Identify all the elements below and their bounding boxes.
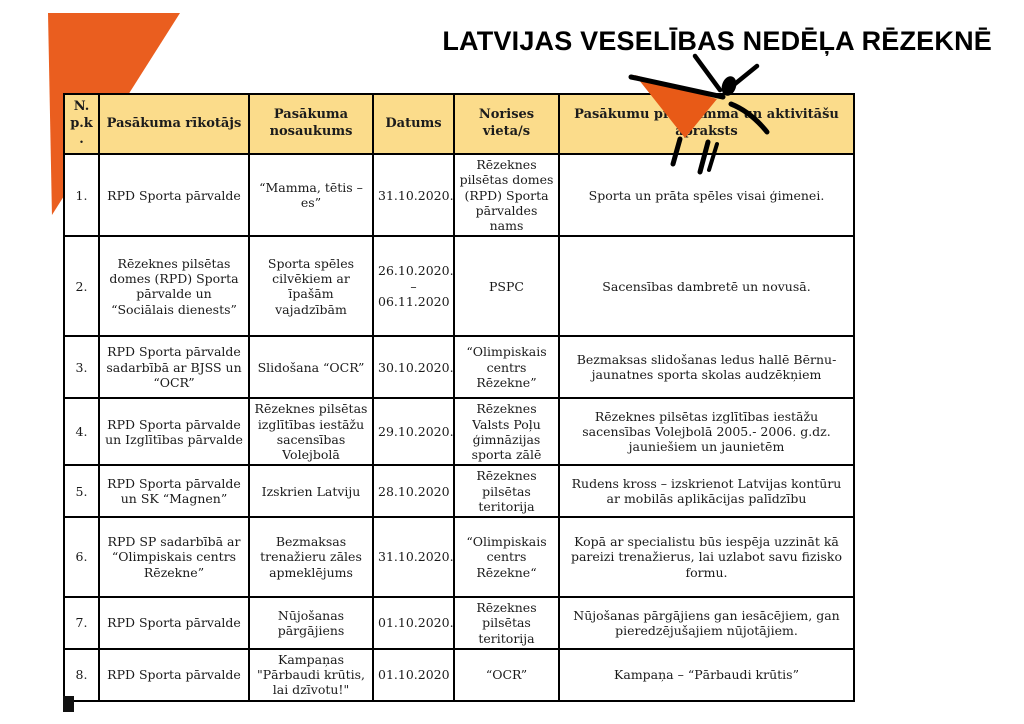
table-row: 4. RPD Sporta pārvalde un Izglītības pār…	[63, 397, 855, 467]
cell-organizer: Rēzeknes pilsētas domes (RPD) Sporta pār…	[98, 235, 250, 338]
table-row: 2. Rēzeknes pilsētas domes (RPD) Sporta …	[63, 235, 855, 338]
cell-description: Sporta un prāta spēles visai ģimenei.	[558, 152, 855, 238]
cell-nr: 5.	[63, 464, 100, 518]
column-header-venue: Norises vieta/s	[453, 93, 560, 155]
page-title: LATVIJAS VESELĪBAS NEDĒĻA RĒZEKNĒ	[442, 26, 992, 56]
table-row: 6. RPD SP sadarbībā ar “Olimpiskais cent…	[63, 516, 855, 598]
cell-description: Kampaņa – “Pārbaudi krūtis”	[558, 647, 855, 702]
cell-date: 01.10.2020.	[372, 596, 455, 650]
cell-name: “Mamma, tētis – es”	[248, 152, 374, 238]
cell-name: Sporta spēles cilvēkiem ar īpašām vajadz…	[248, 235, 374, 338]
cell-date: 31.10.2020.	[372, 152, 455, 238]
cell-venue: “Olimpiskais centrs Rēzekne”	[453, 335, 560, 400]
black-bar-decoration	[63, 696, 74, 712]
events-table: N. p.k . Pasākuma rīkotājs Pasākuma nosa…	[63, 93, 855, 702]
cell-date: 31.10.2020.	[372, 516, 455, 598]
cell-name: Kampaņas "Pārbaudi krūtis, lai dzīvotu!"	[248, 647, 374, 702]
cell-nr: 1.	[63, 152, 100, 238]
cell-description: Bezmaksas slidošanas ledus hallē Bērnu-j…	[558, 335, 855, 400]
cell-name: Slidošana “OCR”	[248, 335, 374, 400]
cell-name: Nūjošanas pārgājiens	[248, 596, 374, 650]
column-header-date: Datums	[372, 93, 455, 155]
cell-nr: 4.	[63, 397, 100, 467]
cell-venue: Rēzeknes Valsts Poļu ģimnāzijas sporta z…	[453, 397, 560, 467]
table-row: 3. RPD Sporta pārvalde sadarbībā ar BJSS…	[63, 335, 855, 400]
cell-nr: 8.	[63, 647, 100, 702]
cell-organizer: RPD Sporta pārvalde	[98, 152, 250, 238]
cell-description: Kopā ar specialistu būs iespēja uzzināt …	[558, 516, 855, 598]
cell-nr: 2.	[63, 235, 100, 338]
cell-description: Rēzeknes pilsētas izglītības iestāžu sac…	[558, 397, 855, 467]
cell-venue: Rēzeknes pilsētas teritorija	[453, 464, 560, 518]
column-header-npk: N. p.k .	[63, 93, 100, 155]
cell-date: 01.10.2020	[372, 647, 455, 702]
column-header-name: Pasākuma nosaukums	[248, 93, 374, 155]
cell-organizer: RPD Sporta pārvalde sadarbībā ar BJSS un…	[98, 335, 250, 400]
cell-organizer: RPD Sporta pārvalde	[98, 647, 250, 702]
cell-description: Rudens kross – izskrienot Latvijas kontū…	[558, 464, 855, 518]
cell-organizer: RPD Sporta pārvalde un Izglītības pārval…	[98, 397, 250, 467]
cell-name: Izskrien Latviju	[248, 464, 374, 518]
runner-figure-icon	[628, 53, 770, 175]
cell-date: 29.10.2020.	[372, 397, 455, 467]
table-row: 7. RPD Sporta pārvalde Nūjošanas pārgāji…	[63, 596, 855, 650]
table-row: 8. RPD Sporta pārvalde Kampaņas "Pārbaud…	[63, 647, 855, 702]
cell-organizer: RPD SP sadarbībā ar “Olimpiskais centrs …	[98, 516, 250, 598]
cell-nr: 3.	[63, 335, 100, 400]
column-header-organizer: Pasākuma rīkotājs	[98, 93, 250, 155]
cell-venue: Rēzeknes pilsētas teritorija	[453, 596, 560, 650]
cell-venue: “OCR”	[453, 647, 560, 702]
cell-venue: “Olimpiskais centrs Rēzekne“	[453, 516, 560, 598]
table-row: 1. RPD Sporta pārvalde “Mamma, tētis – e…	[63, 152, 855, 238]
cell-organizer: RPD Sporta pārvalde	[98, 596, 250, 650]
cell-nr: 7.	[63, 596, 100, 650]
cell-date: 26.10.2020. – 06.11.2020	[372, 235, 455, 338]
cell-nr: 6.	[63, 516, 100, 598]
cell-date: 30.10.2020.	[372, 335, 455, 400]
cell-description: Nūjošanas pārgājiens gan iesācējiem, gan…	[558, 596, 855, 650]
cell-name: Bezmaksas trenažieru zāles apmeklējums	[248, 516, 374, 598]
cell-date: 28.10.2020	[372, 464, 455, 518]
cell-description: Sacensības dambretē un novusā.	[558, 235, 855, 338]
cell-venue: PSPC	[453, 235, 560, 338]
cell-name: Rēzeknes pilsētas izglītības iestāžu sac…	[248, 397, 374, 467]
cell-organizer: RPD Sporta pārvalde un SK “Magnen”	[98, 464, 250, 518]
table-row: 5. RPD Sporta pārvalde un SK “Magnen” Iz…	[63, 464, 855, 518]
cell-venue: Rēzeknes pilsētas domes (RPD) Sporta pār…	[453, 152, 560, 238]
